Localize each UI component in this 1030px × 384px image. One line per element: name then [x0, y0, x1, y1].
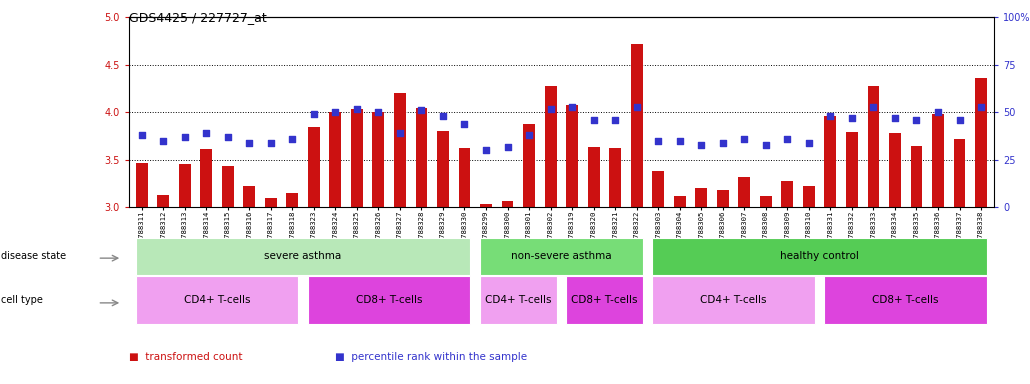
Point: [306, 111, 322, 117]
Point: [736, 136, 753, 142]
Point: [391, 130, 408, 136]
Bar: [630, 44, 643, 207]
Bar: [954, 139, 965, 207]
Bar: [415, 108, 427, 207]
Bar: [502, 201, 514, 207]
Text: CD8+ T-cells: CD8+ T-cells: [872, 295, 939, 306]
Point: [800, 140, 817, 146]
Bar: [824, 116, 836, 207]
Point: [628, 104, 645, 110]
Bar: [394, 93, 406, 207]
Bar: [760, 196, 771, 207]
Text: cell type: cell type: [1, 295, 43, 306]
Point: [456, 121, 473, 127]
Text: GDS4425 / 227727_at: GDS4425 / 227727_at: [129, 12, 267, 25]
Bar: [609, 149, 621, 207]
Point: [693, 142, 710, 148]
Bar: [867, 86, 880, 207]
Point: [219, 134, 236, 140]
Point: [241, 140, 258, 146]
Bar: [652, 171, 664, 207]
Bar: [674, 196, 686, 207]
Point: [715, 140, 731, 146]
Point: [822, 113, 838, 119]
Point: [284, 136, 301, 142]
Bar: [695, 188, 708, 207]
Bar: [200, 149, 212, 207]
Bar: [588, 147, 599, 207]
Bar: [889, 133, 901, 207]
Point: [779, 136, 795, 142]
Bar: [351, 109, 363, 207]
Bar: [330, 113, 341, 207]
Point: [198, 130, 214, 136]
Bar: [566, 105, 578, 207]
Bar: [846, 132, 858, 207]
Point: [263, 140, 279, 146]
Bar: [932, 114, 943, 207]
Bar: [158, 195, 169, 207]
Bar: [782, 181, 793, 207]
Point: [887, 115, 903, 121]
Point: [758, 142, 775, 148]
Point: [865, 104, 882, 110]
Bar: [717, 190, 728, 207]
Point: [328, 109, 344, 116]
Text: ■  transformed count: ■ transformed count: [129, 352, 242, 362]
Bar: [523, 124, 535, 207]
Bar: [286, 193, 299, 207]
Point: [972, 104, 989, 110]
Point: [563, 104, 580, 110]
Point: [500, 144, 516, 150]
Point: [908, 117, 925, 123]
Point: [478, 147, 494, 154]
Point: [672, 138, 688, 144]
Point: [952, 117, 968, 123]
Bar: [911, 146, 923, 207]
Text: CD4+ T-cells: CD4+ T-cells: [700, 295, 766, 306]
Point: [844, 115, 860, 121]
Text: severe asthma: severe asthma: [265, 251, 342, 262]
Point: [650, 138, 666, 144]
Bar: [803, 187, 815, 207]
Point: [930, 109, 947, 116]
Point: [134, 132, 150, 138]
Bar: [221, 166, 234, 207]
Point: [176, 134, 193, 140]
Bar: [136, 163, 147, 207]
Point: [585, 117, 602, 123]
Point: [370, 109, 386, 116]
Point: [543, 106, 559, 112]
Text: non-severe asthma: non-severe asthma: [511, 251, 612, 262]
Bar: [243, 187, 255, 207]
Bar: [480, 204, 492, 207]
Point: [521, 132, 538, 138]
Bar: [458, 149, 471, 207]
Text: CD4+ T-cells: CD4+ T-cells: [183, 295, 250, 306]
Bar: [545, 86, 556, 207]
Point: [435, 113, 451, 119]
Bar: [373, 113, 384, 207]
Text: CD8+ T-cells: CD8+ T-cells: [356, 295, 422, 306]
Point: [607, 117, 623, 123]
Text: healthy control: healthy control: [780, 251, 859, 262]
Bar: [739, 177, 750, 207]
Point: [348, 106, 365, 112]
Point: [413, 108, 430, 114]
Bar: [265, 198, 277, 207]
Text: disease state: disease state: [1, 251, 66, 262]
Text: ■  percentile rank within the sample: ■ percentile rank within the sample: [335, 352, 527, 362]
Bar: [975, 78, 987, 207]
Text: CD4+ T-cells: CD4+ T-cells: [485, 295, 551, 306]
Point: [154, 138, 171, 144]
Bar: [308, 127, 319, 207]
Bar: [179, 164, 191, 207]
Bar: [437, 131, 449, 207]
Text: CD8+ T-cells: CD8+ T-cells: [572, 295, 638, 306]
